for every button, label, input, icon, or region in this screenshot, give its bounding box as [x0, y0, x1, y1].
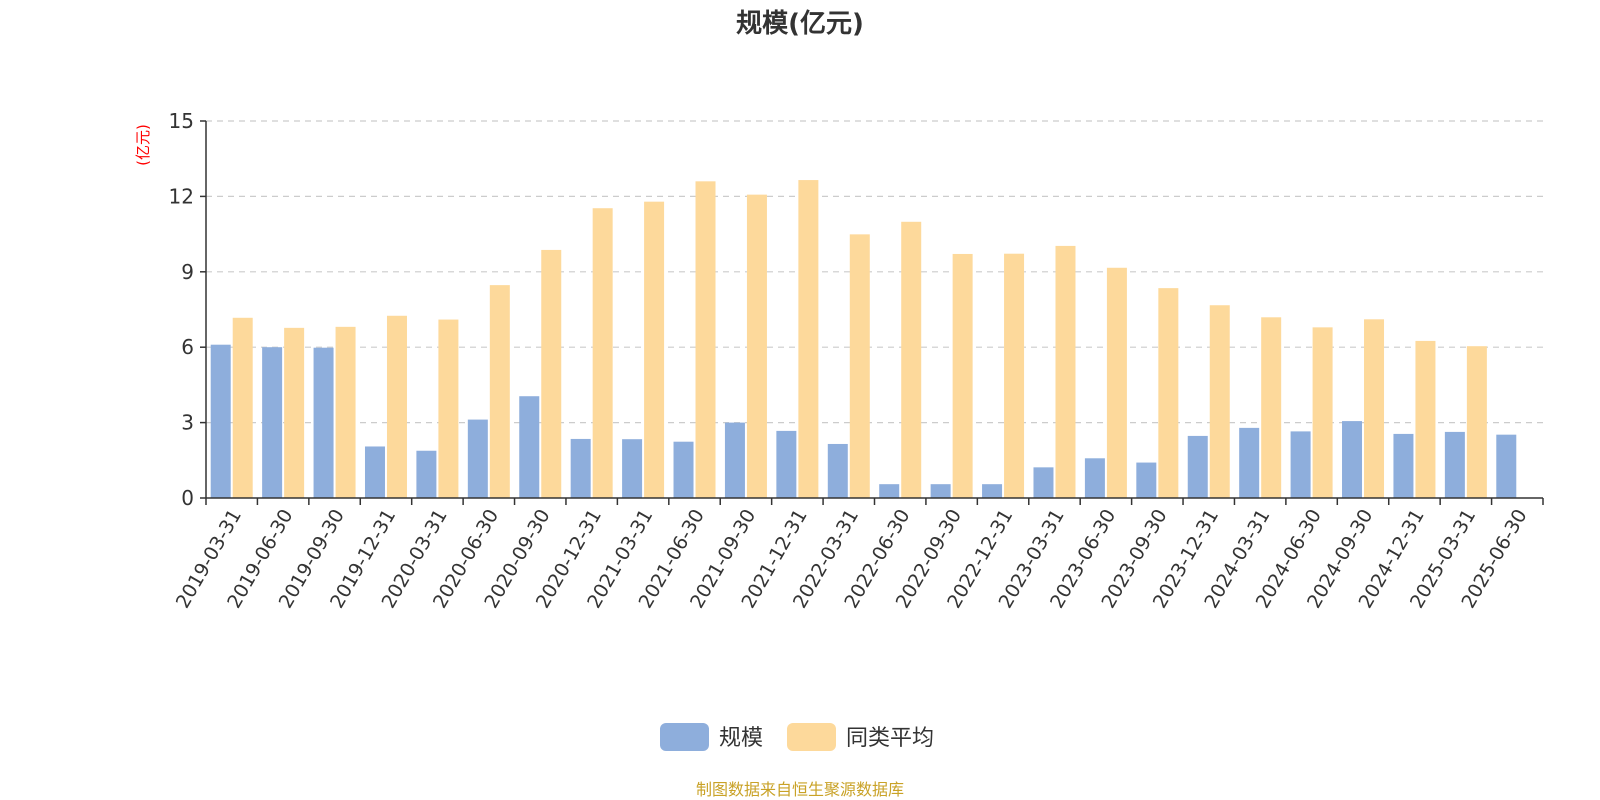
bar-peer-average-2023-03-31[interactable]: [1055, 245, 1076, 498]
bar-peer-average-2023-06-30[interactable]: [1106, 267, 1127, 498]
bar-scale-2020-09-30[interactable]: [519, 396, 540, 498]
y-tick-label: 9: [181, 260, 194, 284]
bar-peer-average-2019-03-31[interactable]: [232, 317, 253, 498]
bar-peer-average-2020-06-30[interactable]: [489, 285, 510, 498]
bar-peer-average-2024-03-31[interactable]: [1261, 317, 1282, 498]
y-tick-label: 3: [181, 411, 194, 435]
bar-peer-average-2020-12-31[interactable]: [592, 208, 613, 499]
bar-scale-2025-03-31[interactable]: [1444, 431, 1465, 498]
bar-peer-average-2022-09-30[interactable]: [952, 253, 973, 498]
bar-peer-average-2021-12-31[interactable]: [798, 180, 819, 498]
bar-scale-2019-09-30[interactable]: [313, 347, 334, 498]
bar-peer-average-2021-09-30[interactable]: [746, 194, 767, 498]
bar-scale-2024-09-30[interactable]: [1342, 421, 1363, 498]
legend-item-scale[interactable]: 规模: [660, 723, 763, 751]
legend-swatch: [787, 723, 836, 751]
axes: [200, 120, 1544, 505]
bar-scale-2021-09-30[interactable]: [724, 422, 745, 498]
chart-title: 规模(亿元): [736, 9, 864, 39]
bar-scale-2023-12-31[interactable]: [1187, 435, 1208, 498]
bar-peer-average-2019-09-30[interactable]: [335, 326, 356, 498]
bar-scale-2023-03-31[interactable]: [1033, 467, 1054, 498]
bar-peer-average-2020-03-31[interactable]: [438, 319, 459, 498]
data-source-note: 制图数据来自恒生聚源数据库: [696, 780, 904, 799]
bar-scale-2021-06-30[interactable]: [673, 441, 694, 498]
bar-scale-2022-06-30[interactable]: [879, 484, 900, 498]
legend-item-peer-average[interactable]: 同类平均: [787, 723, 934, 751]
bars: [210, 180, 1517, 499]
bar-scale-2024-03-31[interactable]: [1239, 427, 1260, 498]
bar-scale-2019-03-31[interactable]: [210, 344, 231, 498]
y-tick-labels: 0 3 6 9 12 15: [169, 109, 194, 510]
bar-peer-average-2024-12-31[interactable]: [1415, 340, 1436, 498]
bar-peer-average-2020-09-30[interactable]: [541, 249, 562, 498]
bar-peer-average-2019-12-31[interactable]: [386, 315, 407, 498]
bar-scale-2023-09-30[interactable]: [1136, 462, 1157, 498]
legend-label: 规模: [719, 726, 763, 751]
y-tick-label: 6: [181, 335, 194, 359]
bar-peer-average-2019-06-30[interactable]: [284, 327, 305, 498]
bar-scale-2019-12-31[interactable]: [364, 446, 385, 498]
legend[interactable]: 规模 同类平均: [660, 723, 934, 751]
bar-peer-average-2021-06-30[interactable]: [695, 181, 716, 498]
bar-peer-average-2024-06-30[interactable]: [1312, 327, 1333, 498]
bar-peer-average-2024-09-30[interactable]: [1364, 319, 1385, 498]
bar-scale-2020-12-31[interactable]: [570, 438, 591, 498]
bar-peer-average-2021-03-31[interactable]: [644, 201, 665, 499]
bar-peer-average-2022-12-31[interactable]: [1004, 253, 1025, 498]
bar-scale-2024-06-30[interactable]: [1290, 431, 1311, 498]
bar-peer-average-2023-09-30[interactable]: [1158, 288, 1179, 498]
legend-swatch: [660, 723, 709, 751]
y-tick-label: 12: [169, 184, 194, 208]
bar-scale-2024-12-31[interactable]: [1393, 433, 1414, 498]
bar-peer-average-2023-12-31[interactable]: [1209, 305, 1230, 498]
bar-scale-2020-03-31[interactable]: [416, 450, 437, 498]
bar-peer-average-2025-03-31[interactable]: [1466, 346, 1487, 498]
x-tick-labels: 2019-03-312019-06-302019-09-302019-12-31…: [172, 506, 1532, 613]
bar-scale-2023-06-30[interactable]: [1084, 458, 1105, 498]
bar-scale-2022-09-30[interactable]: [930, 484, 951, 498]
bar-peer-average-2022-06-30[interactable]: [901, 221, 922, 498]
bar-scale-2020-06-30[interactable]: [467, 419, 488, 498]
legend-label: 同类平均: [846, 726, 934, 751]
bar-scale-2022-12-31[interactable]: [982, 484, 1003, 498]
bar-scale-2021-03-31[interactable]: [622, 439, 643, 498]
bar-scale-2022-03-31[interactable]: [827, 443, 848, 498]
bar-scale-2021-12-31[interactable]: [776, 430, 797, 498]
bar-peer-average-2022-03-31[interactable]: [849, 234, 870, 499]
y-tick-label: 15: [169, 109, 194, 133]
y-tick-label: 0: [181, 486, 194, 510]
y-axis-unit-label: (亿元): [134, 124, 152, 166]
bar-scale-2025-06-30[interactable]: [1496, 434, 1517, 498]
bar-scale-2019-06-30[interactable]: [262, 347, 283, 498]
